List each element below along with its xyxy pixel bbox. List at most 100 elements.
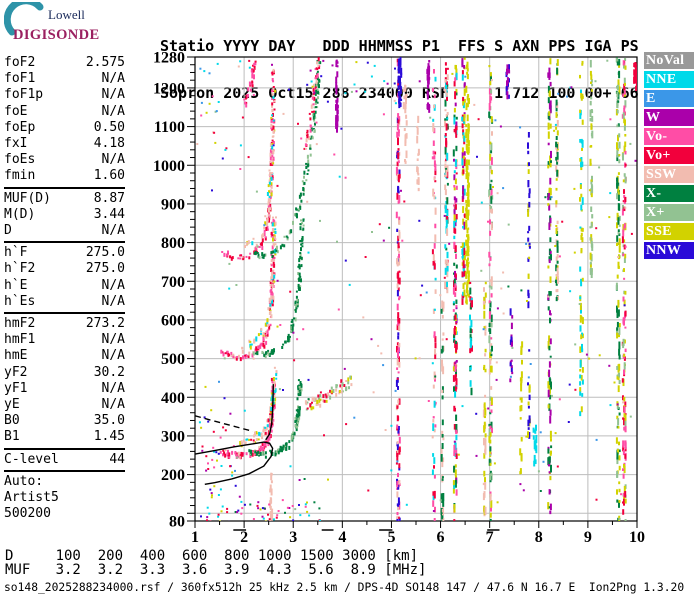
param-value: 4.18 (93, 136, 125, 152)
profile-curve (195, 415, 254, 432)
param-value: N/A (101, 277, 125, 293)
param-value: N/A (101, 87, 125, 103)
param-foF1: foF1 N/A (4, 71, 125, 87)
param-hmF1: hmF1 N/A (4, 332, 125, 348)
param-label: foEp (4, 119, 36, 135)
legend-item-w: W (644, 109, 694, 126)
autoscaling-info-line: Artist5 (4, 490, 59, 506)
logo-arc-icon (4, 2, 44, 36)
param-fmin: fmin 1.60 (4, 168, 125, 184)
param-MUF(D): MUF(D) 8.87 (4, 191, 125, 207)
param-yF2: yF2 30.2 (4, 365, 125, 381)
parameter-panel: foF2 2.575 foF1 N/A foF1p N/A foE N/A foEp 0.50 fx… (4, 55, 125, 522)
param-value: 273.2 (85, 316, 125, 332)
echo-data-layer (195, 57, 637, 521)
x-axis-label: 9 (584, 529, 592, 546)
param-label: D (4, 223, 12, 239)
y-axis-label: 1100 (154, 119, 185, 136)
param-hmF2: hmF2 273.2 (4, 316, 125, 332)
param-label: C-level (4, 451, 59, 467)
param-label: yF1 (4, 380, 28, 396)
param-value: 44 (109, 451, 125, 467)
param-groups: foF2 2.575 foF1 N/A foF1p N/A foE N/A foEp 0.50 fx… (4, 55, 125, 470)
x-axis-label: 8 (535, 529, 543, 546)
legend-item-nne: NNE (644, 71, 694, 88)
x-axis-label: 6 (437, 529, 445, 546)
autoscaling-info-line: Auto: (4, 473, 44, 489)
y-axis-label: 1000 (153, 158, 185, 175)
x-axis-label: 1 (191, 529, 199, 546)
param-value: N/A (101, 332, 125, 348)
param-label: h`F (4, 245, 28, 261)
param-M(D): M(D) 3.44 (4, 207, 125, 223)
y-axis-label: 600 (161, 312, 185, 329)
param-foEs: foEs N/A (4, 152, 125, 168)
param-label: M(D) (4, 206, 36, 222)
param-B1: B1 1.45 (4, 429, 125, 445)
param-value: 275.0 (85, 261, 125, 277)
param-value: 275.0 (85, 245, 125, 261)
param-label: foF1p (4, 87, 44, 103)
param-D: D N/A (4, 223, 125, 239)
param-label: hmE (4, 348, 28, 364)
param-B0: B0 35.0 (4, 413, 125, 429)
param-value: 1.45 (93, 429, 125, 445)
param-value: 2.575 (85, 55, 125, 70)
legend-item-noval: NoVal (644, 52, 694, 69)
y-axis-label: 1200 (153, 80, 185, 97)
x-axis-label: 7 (486, 529, 494, 546)
x-axis-label: 5 (387, 529, 395, 546)
param-group: hmF2 273.2 hmF1 N/A hmE N/A yF2 30.2 yF1 N/A yE N/A… (4, 312, 125, 448)
header-column-titles: Statio YYYY DAY DDD HHMMSS P1 FFS S AXN … (160, 37, 639, 55)
param-h`E: h`E N/A (4, 278, 125, 294)
param-group: h`F 275.0 h`F2 275.0 h`E N/A h`Es N/A (4, 241, 125, 312)
param-hmE: hmE N/A (4, 348, 125, 364)
param-label: foF1 (4, 71, 36, 87)
lowell-digisonde-logo: Lowell DIGISONDE (4, 2, 99, 43)
x-axis-label: 3 (289, 529, 297, 546)
param-label: hmF2 (4, 316, 36, 332)
param-value: N/A (101, 380, 125, 396)
logo-lowell-text: Lowell (48, 7, 85, 22)
x-axis-label: 4 (338, 529, 346, 546)
y-axis-label: 400 (161, 390, 185, 407)
param-h`F2: h`F2 275.0 (4, 261, 125, 277)
legend-item-ssw: SSW (644, 166, 694, 183)
x-axis-label: 2 (240, 529, 248, 546)
doppler-direction-legend: NoVal NNE E W Vo- Vo+ SSW X- X+ SSE NNW (644, 52, 694, 261)
param-value: 8.87 (93, 190, 125, 206)
param-label: foEs (4, 152, 36, 168)
param-label: h`E (4, 277, 28, 293)
param-label: foE (4, 103, 28, 119)
param-foEp: foEp 0.50 (4, 120, 125, 136)
param-label: B1 (4, 429, 20, 445)
param-yF1: yF1 N/A (4, 381, 125, 397)
legend-item-x-: X+ (644, 204, 694, 221)
param-foF1p: foF1p N/A (4, 87, 125, 103)
param-value: N/A (101, 71, 125, 87)
param-group: MUF(D) 8.87 M(D) 3.44 D N/A (4, 186, 125, 242)
y-axis-label: 900 (161, 196, 185, 213)
param-fxI: fxI 4.18 (4, 136, 125, 152)
y-axis-label: 800 (161, 235, 185, 252)
param-value: 35.0 (93, 413, 125, 429)
legend-item-x-: X- (644, 185, 694, 202)
y-axis-label: 200 (161, 467, 185, 484)
param-value: 30.2 (93, 364, 125, 380)
param-group: foF2 2.575 foF1 N/A foF1p N/A foE N/A foEp 0.50 fx… (4, 55, 125, 187)
param-label: foF2 (4, 55, 36, 70)
status-line: so148_2025288234000.rsf / 360fx512h 25 k… (4, 581, 685, 594)
param-label: h`Es (4, 293, 36, 309)
param-value: N/A (101, 348, 125, 364)
legend-item-nnw: NNW (644, 242, 694, 259)
param-label: yE (4, 397, 20, 413)
param-foE: foE N/A (4, 104, 125, 120)
muf-row: MUF 3.2 3.2 3.3 3.6 3.9 4.3 5.6 8.9 [MHz… (5, 562, 427, 578)
y-axis-label: 80 (169, 514, 185, 531)
param-value: N/A (101, 293, 125, 309)
param-label: yF2 (4, 364, 28, 380)
param-C-level: C-level 44 (4, 452, 125, 468)
param-value: N/A (101, 103, 125, 119)
param-label: hmF1 (4, 332, 36, 348)
legend-item-e: E (644, 90, 694, 107)
